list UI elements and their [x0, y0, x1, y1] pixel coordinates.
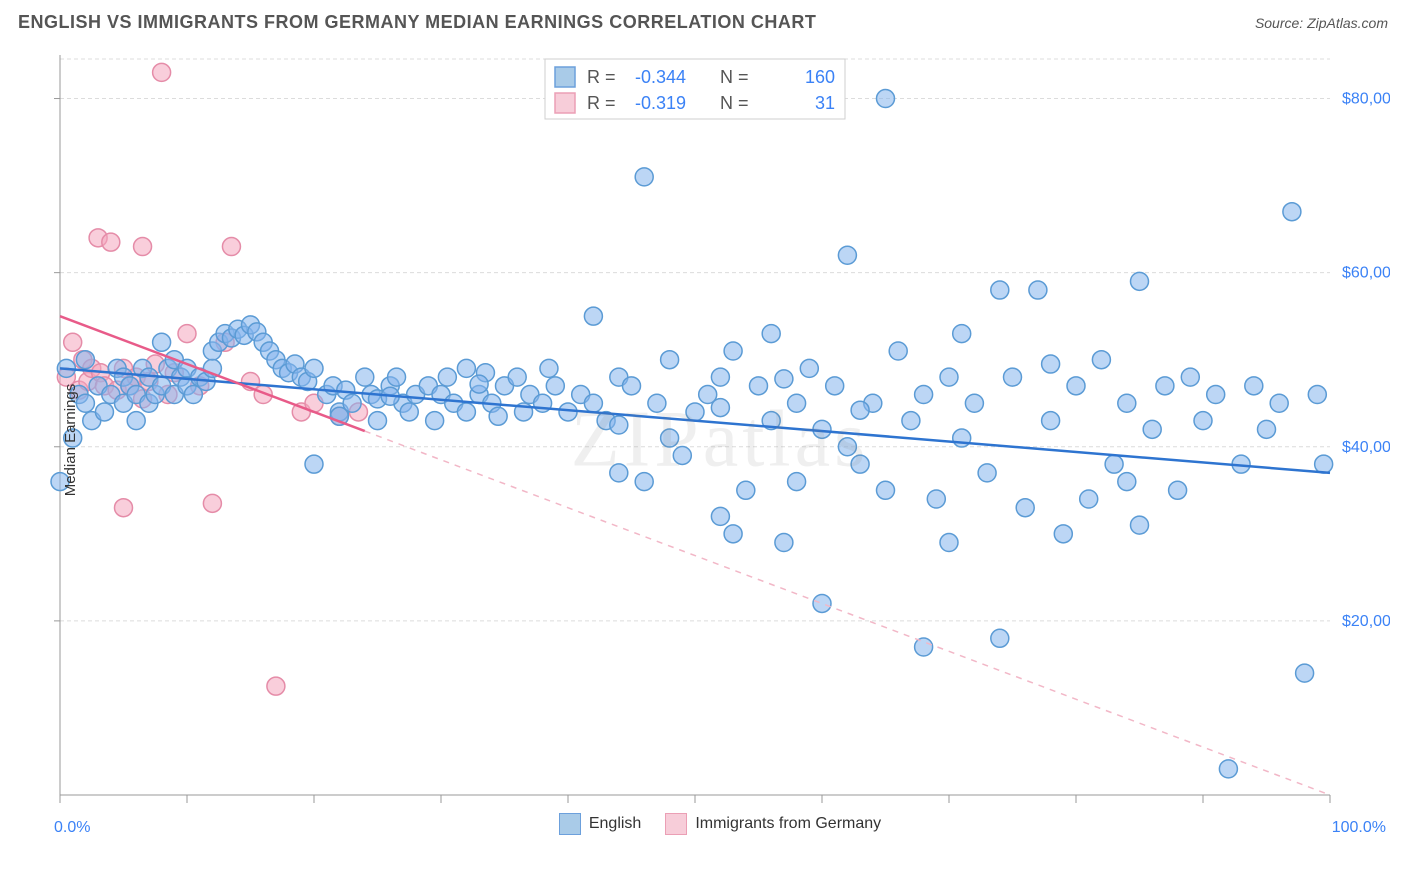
- svg-text:R =: R =: [587, 67, 616, 87]
- svg-text:-0.344: -0.344: [635, 67, 686, 87]
- svg-text:N =: N =: [720, 93, 749, 113]
- legend-item: English: [559, 813, 641, 835]
- svg-text:$20,000: $20,000: [1342, 613, 1390, 630]
- plot-area: Median Earnings $20,000 $40,000 $60,000 $80…: [50, 45, 1390, 835]
- legend-label: English: [589, 815, 641, 833]
- legend-item: Immigrants from Germany: [665, 813, 881, 835]
- svg-text:160: 160: [805, 67, 835, 87]
- svg-text:-0.319: -0.319: [635, 93, 686, 113]
- scatter-chart: $20,000 $40,000 $60,000 $80,000 R = -0.344 N =…: [50, 45, 1390, 835]
- chart-source: Source: ZipAtlas.com: [1255, 15, 1388, 31]
- chart-title: ENGLISH VS IMMIGRANTS FROM GERMANY MEDIA…: [18, 12, 816, 33]
- chart-header: ENGLISH VS IMMIGRANTS FROM GERMANY MEDIA…: [18, 12, 1388, 33]
- svg-text:31: 31: [815, 93, 835, 113]
- svg-text:$80,000: $80,000: [1342, 91, 1390, 108]
- svg-text:N =: N =: [720, 67, 749, 87]
- legend-label: Immigrants from Germany: [695, 815, 881, 833]
- svg-text:$40,000: $40,000: [1342, 439, 1390, 456]
- svg-text:$60,000: $60,000: [1342, 265, 1390, 282]
- svg-text:R =: R =: [587, 93, 616, 113]
- bottom-legend: English Immigrants from Germany: [50, 813, 1390, 835]
- legend-swatch: [665, 813, 687, 835]
- y-axis-label: Median Earnings: [62, 384, 79, 497]
- legend-swatch: [559, 813, 581, 835]
